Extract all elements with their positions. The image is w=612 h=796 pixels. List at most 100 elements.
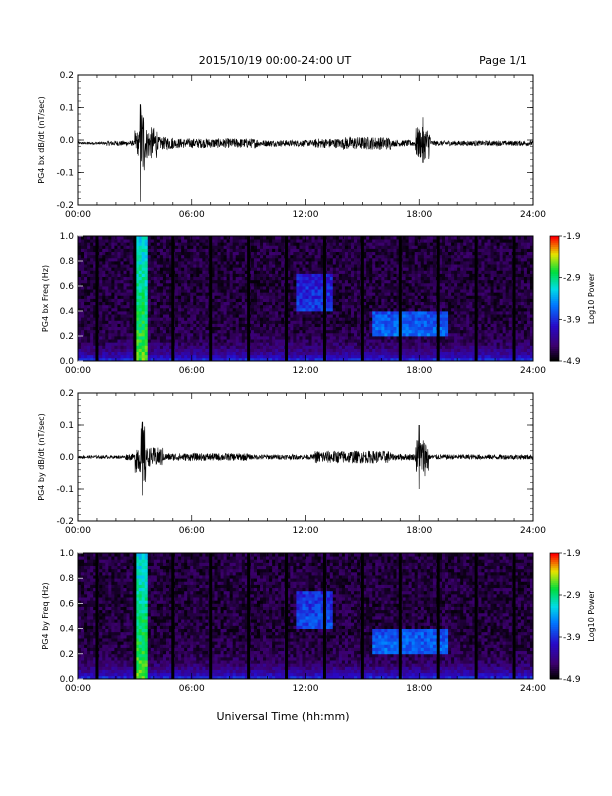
spectrogram-cell bbox=[117, 270, 120, 274]
spectrogram-cell bbox=[239, 345, 242, 349]
spectrogram-cell bbox=[421, 327, 424, 331]
spectrogram-cell bbox=[130, 277, 133, 281]
spectrogram-cell bbox=[108, 280, 111, 284]
spectrogram-cell bbox=[327, 274, 330, 278]
spectrogram-cell bbox=[187, 245, 190, 249]
spectrogram-cell bbox=[412, 308, 415, 312]
spectrogram-cell bbox=[257, 330, 260, 334]
spectrogram-cell bbox=[151, 252, 154, 256]
spectrogram-cell bbox=[327, 261, 330, 265]
spectrogram-cell bbox=[330, 339, 333, 343]
spectrogram-cell bbox=[312, 352, 315, 356]
spectrogram-cell bbox=[102, 277, 105, 281]
spectrogram-cell bbox=[348, 242, 351, 246]
spectrogram-cell bbox=[242, 292, 245, 296]
spectrogram-cell bbox=[227, 317, 230, 321]
spectrogram-cell bbox=[260, 286, 263, 290]
spectrogram-cell bbox=[348, 333, 351, 337]
spectrogram-cell bbox=[127, 299, 130, 303]
spectrogram-cell bbox=[130, 305, 133, 309]
spectrogram-cell bbox=[427, 239, 430, 243]
spectrogram-cell bbox=[145, 324, 148, 328]
spectrogram-cell bbox=[348, 352, 351, 356]
spectrogram-cell bbox=[345, 311, 348, 315]
spectrogram-cell bbox=[384, 239, 387, 243]
spectrogram-cell bbox=[348, 308, 351, 312]
spectrogram-cell bbox=[318, 245, 321, 249]
spectrogram-cell bbox=[375, 280, 378, 284]
spectrogram-cell bbox=[160, 289, 163, 293]
spectrogram-cell bbox=[354, 249, 357, 253]
spectrogram-cell bbox=[224, 324, 227, 328]
spectrogram-cell bbox=[175, 236, 178, 240]
spectrogram-cell bbox=[120, 286, 123, 290]
spectrogram-cell bbox=[108, 295, 111, 299]
spectrogram-cell bbox=[102, 333, 105, 337]
spectrogram-cell bbox=[239, 305, 242, 309]
spectrogram-cell bbox=[351, 311, 354, 315]
spectrogram-cell bbox=[306, 289, 309, 293]
spectrogram-cell bbox=[163, 299, 166, 303]
spectrogram-cell bbox=[160, 324, 163, 328]
spectrogram-cell bbox=[406, 267, 409, 271]
spectrogram-cell bbox=[187, 317, 190, 321]
spectrogram-cell bbox=[99, 274, 102, 278]
spectrogram-cell bbox=[290, 249, 293, 253]
spectrogram-cell bbox=[387, 239, 390, 243]
spectrogram-cell bbox=[354, 355, 357, 359]
spectrogram-cell bbox=[81, 261, 84, 265]
spectrogram-cell bbox=[327, 330, 330, 334]
spectrogram-cell bbox=[306, 283, 309, 287]
spectrogram-cell bbox=[151, 283, 154, 287]
spectrogram-cell bbox=[336, 270, 339, 274]
spectrogram-cell bbox=[224, 264, 227, 268]
spectrogram-cell bbox=[427, 289, 430, 293]
spectrogram-cell bbox=[296, 286, 299, 290]
spectrogram-cell bbox=[215, 339, 218, 343]
spectrogram-cell bbox=[142, 283, 145, 287]
spectrogram-cell bbox=[111, 314, 114, 318]
spectrogram-cell bbox=[154, 274, 157, 278]
spectrogram-cell bbox=[315, 305, 318, 309]
spectrogram-cell bbox=[342, 245, 345, 249]
spectrogram-cell bbox=[269, 267, 272, 271]
spectrogram-cell bbox=[354, 286, 357, 290]
spectrogram-cell bbox=[166, 286, 169, 290]
spectrogram-cell bbox=[224, 314, 227, 318]
spectrogram-cell bbox=[309, 295, 312, 299]
spectrogram-cell bbox=[257, 342, 260, 346]
spectrogram-cell bbox=[154, 280, 157, 284]
spectrogram-cell bbox=[412, 236, 415, 240]
spectrogram-cell bbox=[272, 327, 275, 331]
spectrogram-cell bbox=[433, 267, 436, 271]
spectrogram-cell bbox=[233, 270, 236, 274]
spectrogram-cell bbox=[339, 264, 342, 268]
spectrogram-cell bbox=[275, 333, 278, 337]
spectrogram-cell bbox=[102, 249, 105, 253]
spectrogram-cell bbox=[181, 249, 184, 253]
spectrogram-cell bbox=[202, 252, 205, 256]
spectrogram-cell bbox=[108, 302, 111, 306]
spectrogram-cell bbox=[278, 305, 281, 309]
spectrogram-cell bbox=[387, 302, 390, 306]
spectrogram-cell bbox=[114, 320, 117, 324]
spectrogram-cell bbox=[175, 314, 178, 318]
spectrogram-cell bbox=[184, 264, 187, 268]
spectrogram-cell bbox=[81, 292, 84, 296]
spectrogram-cell bbox=[351, 355, 354, 359]
spectrogram-cell bbox=[384, 286, 387, 290]
spectrogram-cell bbox=[184, 274, 187, 278]
spectrogram-cell bbox=[145, 345, 148, 349]
spectrogram-cell bbox=[330, 289, 333, 293]
spectrogram-cell bbox=[202, 317, 205, 321]
spectrogram-cell bbox=[433, 311, 436, 315]
spectrogram-cell bbox=[120, 317, 123, 321]
spectrogram-cell bbox=[145, 289, 148, 293]
spectrogram-cell bbox=[421, 270, 424, 274]
spectrogram-cell bbox=[227, 311, 230, 315]
spectrogram-cell bbox=[406, 274, 409, 278]
spectrogram-cell bbox=[160, 286, 163, 290]
spectrogram-cell bbox=[302, 295, 305, 299]
spectrogram-cell bbox=[418, 242, 421, 246]
